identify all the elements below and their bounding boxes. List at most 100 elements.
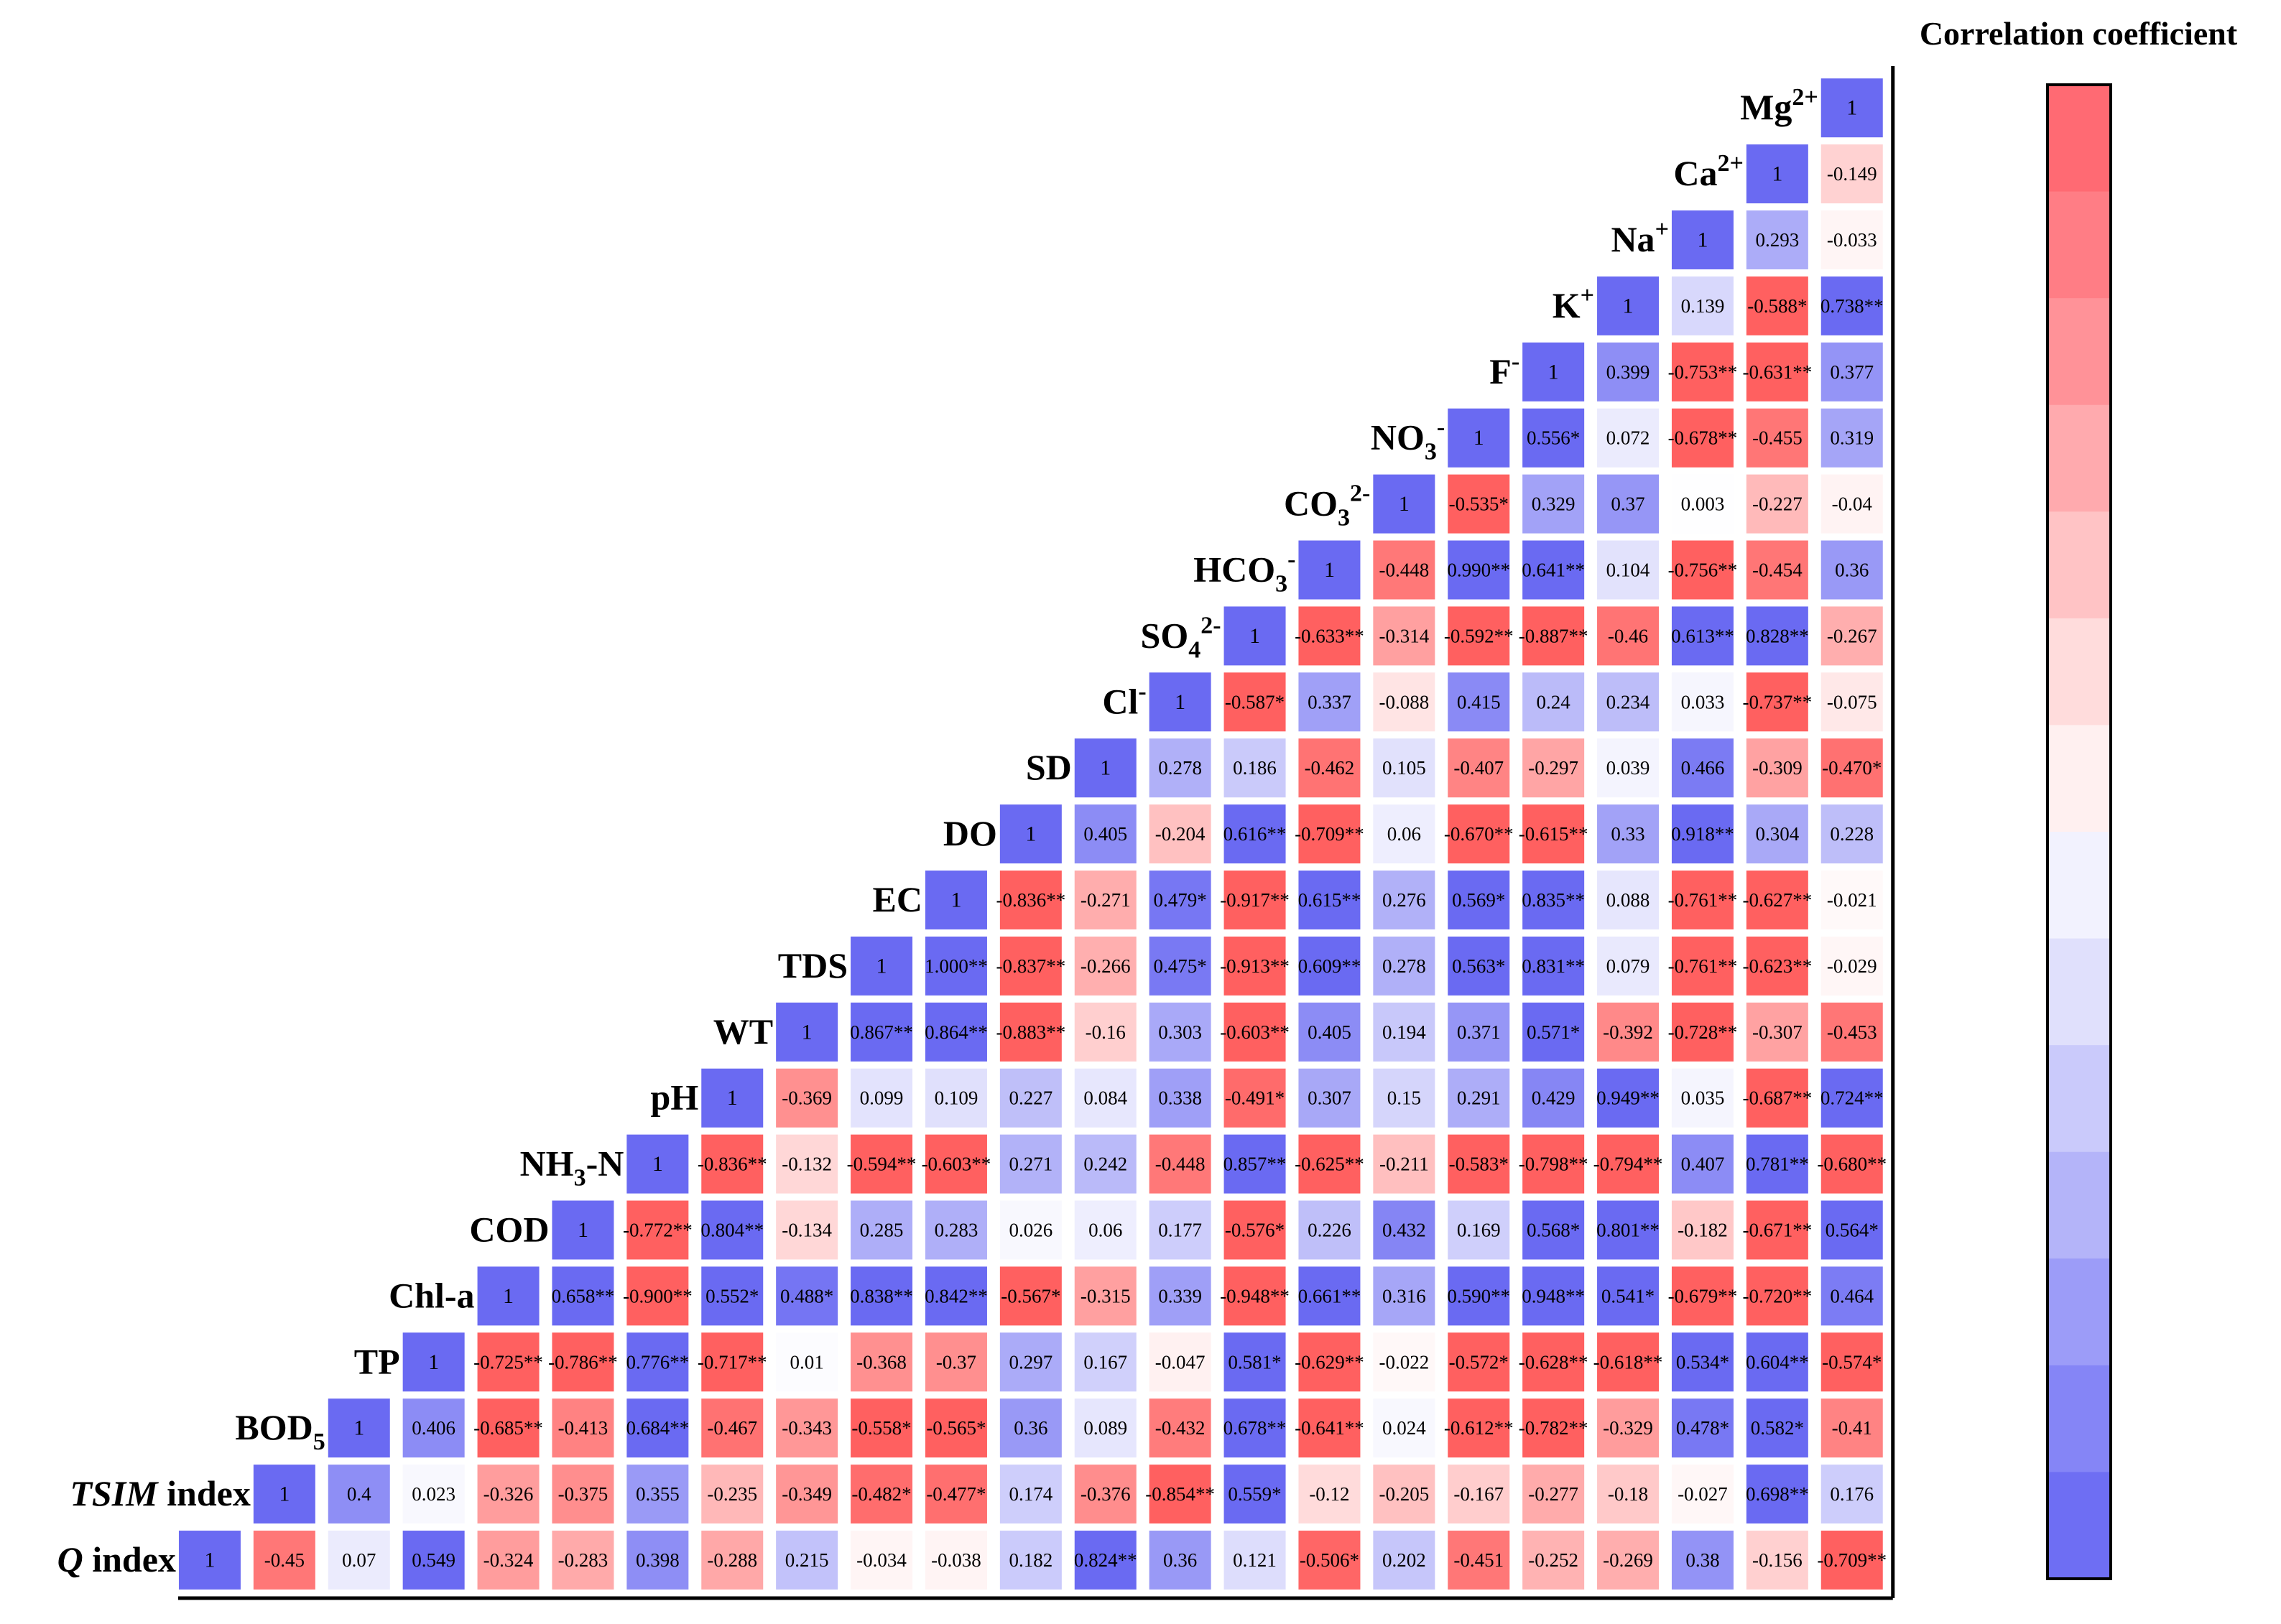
cell-rect <box>1597 936 1660 996</box>
cell-rect <box>477 1332 540 1392</box>
cell-value: 0.36 <box>1163 1549 1197 1571</box>
heatmap-cell: -0.314 <box>1373 606 1435 666</box>
heatmap-cell: -0.798** <box>1519 1134 1588 1194</box>
cell-value: 0.616** <box>1223 823 1287 845</box>
cell-rect <box>1597 738 1660 798</box>
cell-rect <box>999 1266 1062 1326</box>
cell-value: -0.680** <box>1817 1154 1887 1175</box>
cell-rect <box>1149 672 1211 732</box>
heatmap-cell: -0.075 <box>1820 672 1883 732</box>
colorbar-segment <box>2048 938 2111 1046</box>
cell-rect <box>1820 1332 1883 1392</box>
cell-value: -0.454 <box>1752 560 1803 581</box>
heatmap-cell: -0.728** <box>1668 1002 1737 1062</box>
cell-rect <box>552 1398 614 1458</box>
cell-value: 0.568* <box>1527 1220 1580 1241</box>
cell-value: 0.215 <box>785 1549 829 1571</box>
heatmap-cell: 0.828** <box>1746 606 1809 666</box>
label-sup: 2- <box>1200 612 1221 639</box>
heatmap-cell: 0.475* <box>1149 936 1211 996</box>
cell-value: -0.913** <box>1220 955 1290 977</box>
cell-value: -0.46 <box>1608 625 1648 646</box>
label-main: Na <box>1611 219 1655 259</box>
colorbar-segment <box>2048 832 2111 939</box>
cell-rect <box>178 1531 241 1590</box>
heatmap-cell: 0.604** <box>1746 1332 1809 1392</box>
row-label-nh3n: NH3-N <box>520 1143 624 1192</box>
heatmap-cell: -0.679** <box>1668 1266 1737 1326</box>
heatmap-cell: -0.678** <box>1668 408 1737 468</box>
cell-rect <box>1149 1332 1211 1392</box>
heatmap-cell: 0.169 <box>1448 1200 1510 1260</box>
cell-value: -0.470* <box>1822 757 1882 779</box>
cell-value: 0.776** <box>626 1351 689 1373</box>
heatmap-cell: 0.276 <box>1373 871 1435 929</box>
cell-value: 1 <box>1249 624 1260 648</box>
heatmap-cell: 0.377 <box>1820 342 1883 402</box>
cell-rect <box>925 871 987 929</box>
cell-rect <box>1298 672 1361 732</box>
cell-value: -0.027 <box>1678 1483 1728 1505</box>
heatmap-cell: 1 <box>776 1002 838 1062</box>
cell-value: 0.552* <box>705 1285 759 1307</box>
heatmap-cell: -0.612** <box>1444 1398 1514 1458</box>
heatmap-cell: 0.590** <box>1447 1266 1510 1326</box>
cell-rect <box>1373 1134 1435 1194</box>
label-main: COD <box>469 1210 549 1250</box>
cell-rect <box>1149 1398 1211 1458</box>
heatmap-cell: 0.864** <box>925 1002 988 1062</box>
heatmap-cell: 0.089 <box>1074 1398 1137 1458</box>
cell-rect <box>701 1200 764 1260</box>
label-main: Cl <box>1102 681 1138 721</box>
cell-value: 0.842** <box>925 1285 988 1307</box>
heatmap-cell: -0.558* <box>851 1398 913 1458</box>
heatmap-cell: 0.835** <box>1522 871 1585 929</box>
cell-rect <box>1373 1200 1435 1260</box>
heatmap-cell: -0.633** <box>1295 606 1364 666</box>
heatmap-cell: -0.680** <box>1817 1134 1887 1194</box>
cell-rect <box>925 1332 987 1392</box>
cell-rect <box>253 1531 315 1590</box>
heatmap-cell: 0.948** <box>1522 1266 1585 1326</box>
heatmap-cell: 0.559* <box>1223 1465 1286 1524</box>
cell-rect <box>552 1200 614 1260</box>
heatmap-cell: 1.000** <box>925 936 988 996</box>
cell-rect <box>776 1531 838 1590</box>
cell-rect <box>1223 606 1286 666</box>
cell-rect <box>701 1068 764 1128</box>
label-sub: 3 <box>574 1165 586 1192</box>
heatmap-cell: -0.453 <box>1820 1002 1883 1062</box>
heatmap-cell: -0.16 <box>1074 1002 1137 1062</box>
cell-value: 0.177 <box>1158 1220 1202 1241</box>
row-label-so4: SO42- <box>1141 612 1221 663</box>
heatmap-cell: 0.329 <box>1522 474 1585 534</box>
cell-value: -0.583* <box>1449 1154 1509 1175</box>
cell-value: 0.33 <box>1611 823 1644 845</box>
heatmap-cell: 0.186 <box>1223 738 1286 798</box>
cell-value: -0.277 <box>1528 1483 1578 1505</box>
heatmap-cell: 0.405 <box>1298 1002 1361 1062</box>
cell-value: -0.448 <box>1155 1154 1206 1175</box>
cell-value: 0.169 <box>1457 1220 1501 1241</box>
cell-value: 1 <box>1100 756 1111 780</box>
heatmap-cell: 0.724** <box>1820 1068 1884 1128</box>
cell-value: 0.405 <box>1308 1021 1351 1043</box>
label-sup: 2+ <box>1792 84 1818 111</box>
cell-value: -0.786** <box>548 1351 618 1373</box>
heatmap-cell: 0.399 <box>1597 342 1660 402</box>
heatmap-cell: 0.105 <box>1373 738 1435 798</box>
cell-rect <box>1597 1200 1660 1260</box>
heatmap-cell: 0.371 <box>1448 1002 1510 1062</box>
cell-rect <box>1820 606 1883 666</box>
cell-rect <box>1074 1398 1137 1458</box>
cell-rect <box>999 1134 1062 1194</box>
label-sup: 2+ <box>1717 150 1743 177</box>
cell-rect <box>1298 1398 1361 1458</box>
cell-rect <box>999 936 1062 996</box>
heatmap-cell: 0.293 <box>1746 210 1808 269</box>
heatmap-cell: -0.756** <box>1668 540 1737 600</box>
cell-value: 1 <box>279 1483 290 1506</box>
heatmap-cell: 0.776** <box>626 1332 689 1392</box>
heatmap-cell: 0.278 <box>1373 936 1435 996</box>
cell-rect <box>1522 1200 1585 1260</box>
